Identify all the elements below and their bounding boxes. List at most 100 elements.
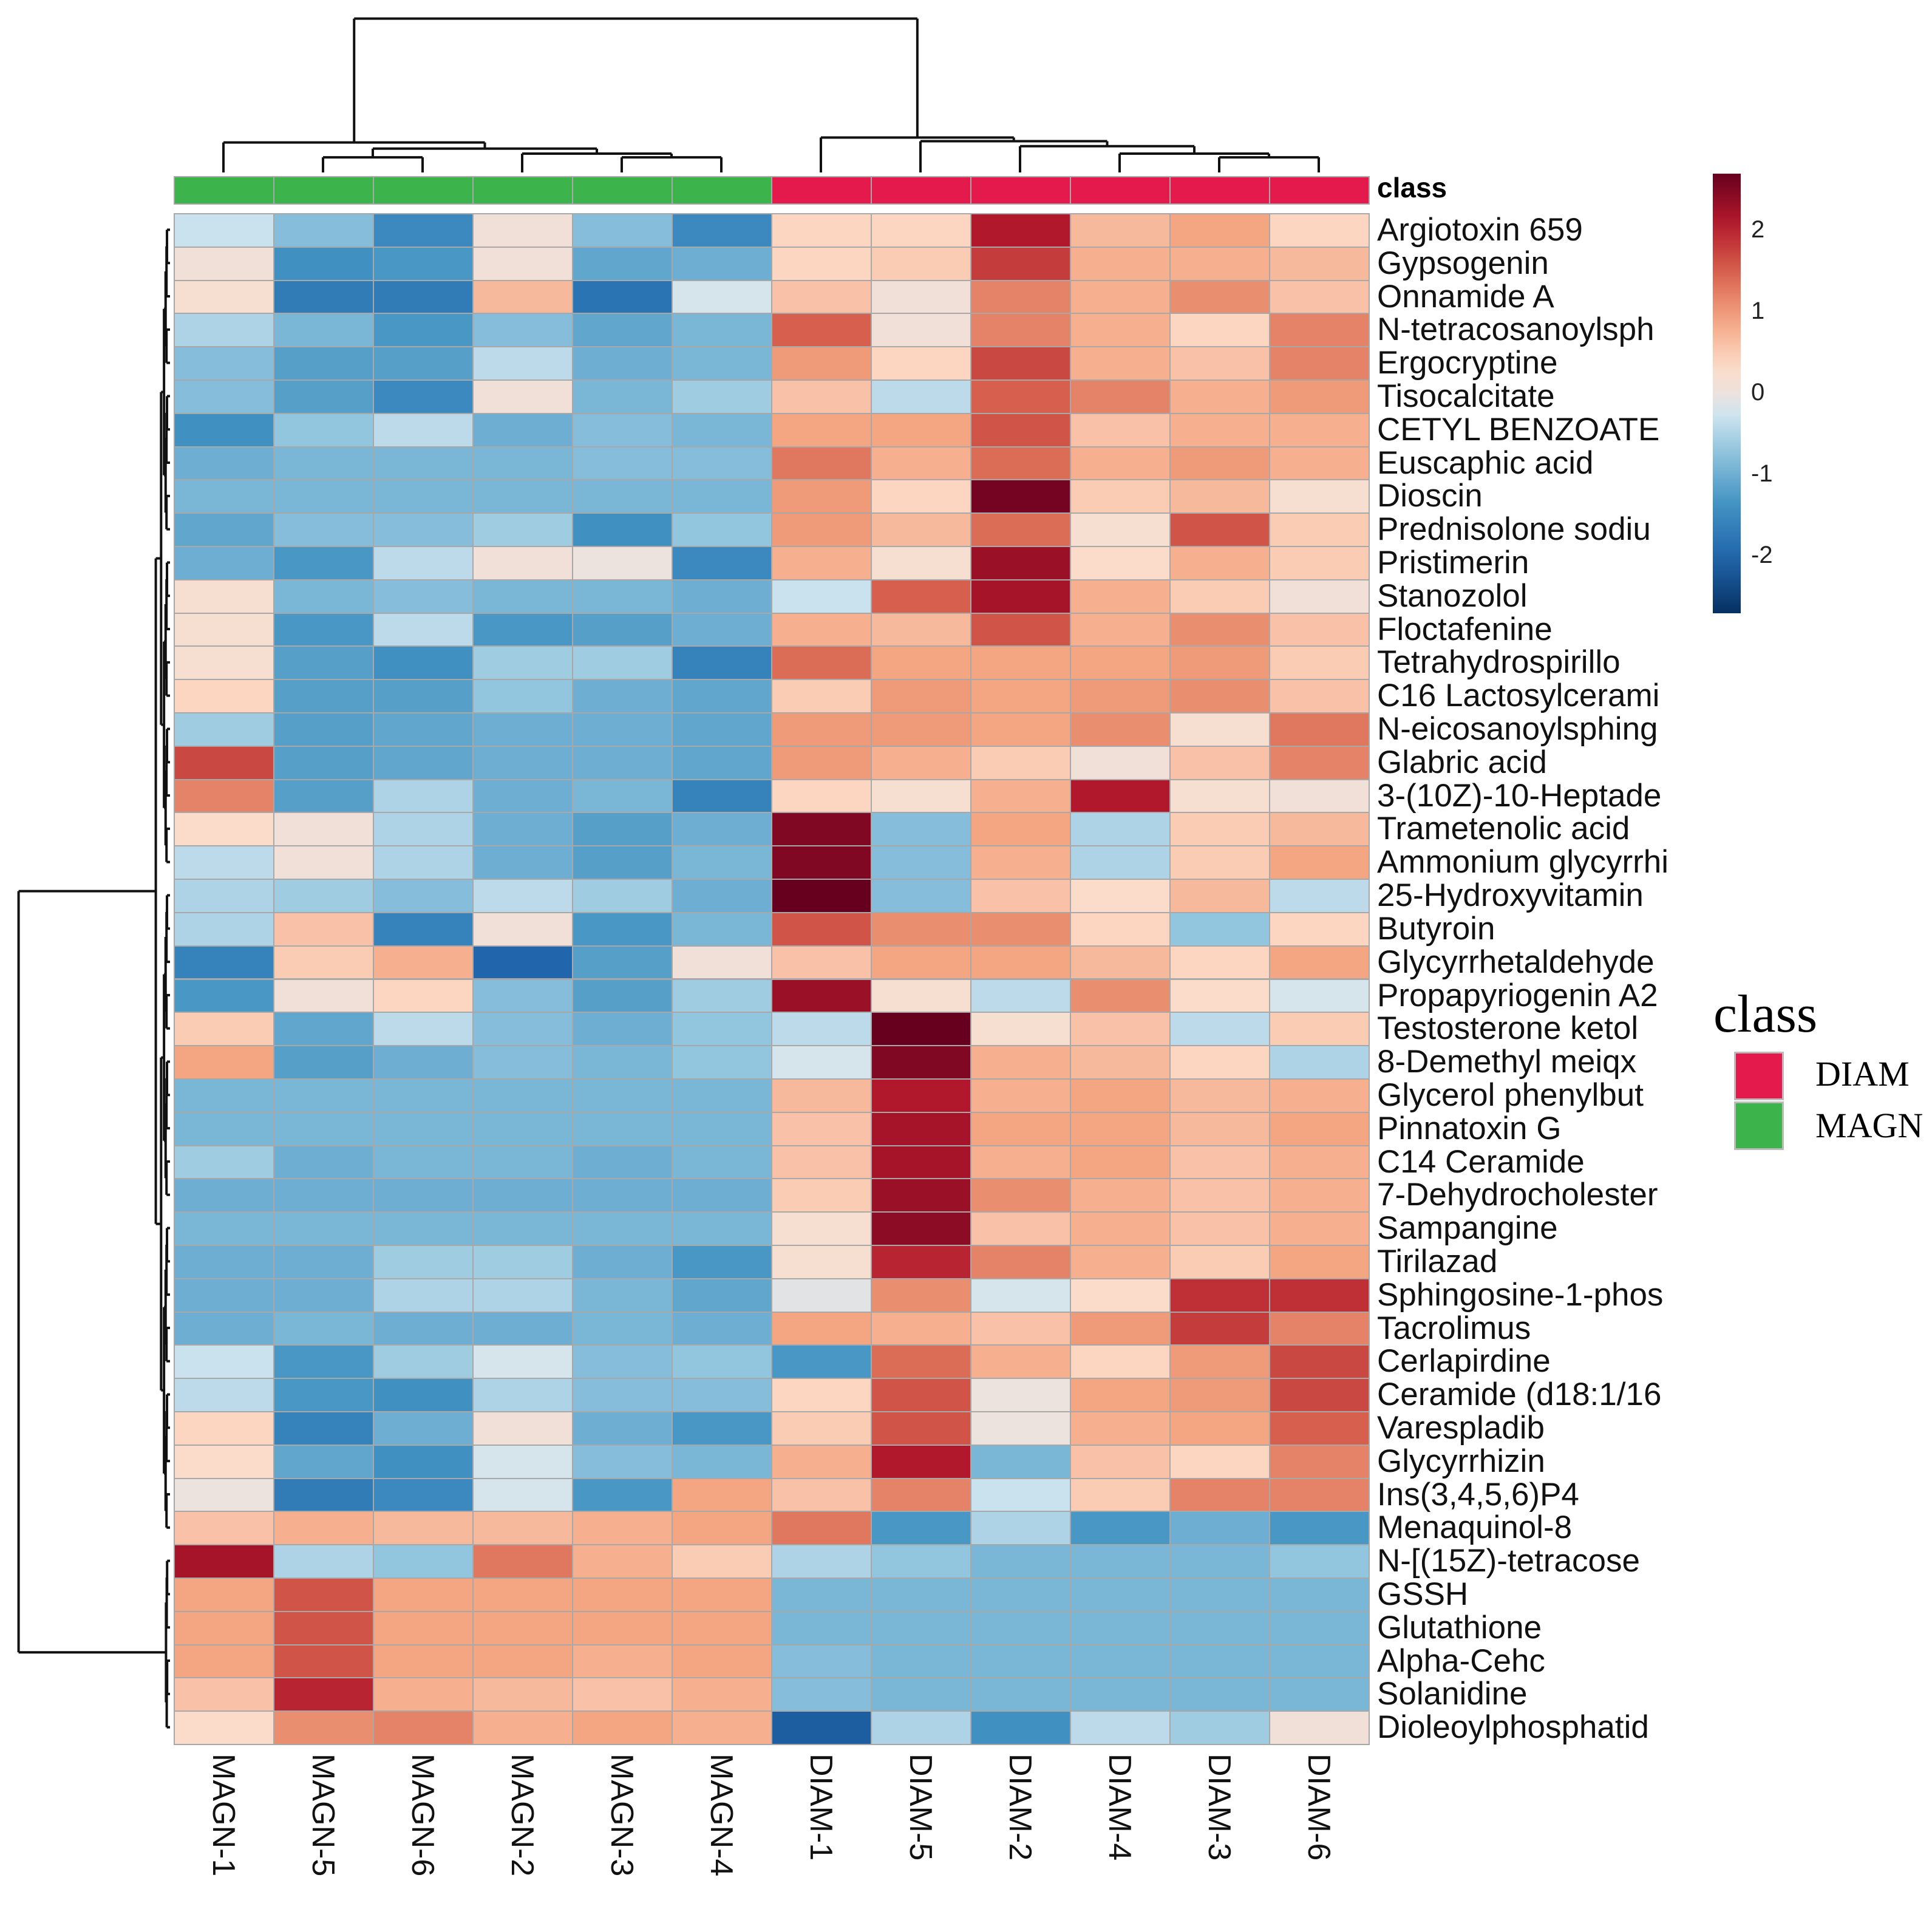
heatmap-cell [1169,1544,1270,1579]
heatmap-cell [1169,512,1270,548]
heatmap-cell [1169,1045,1270,1080]
heatmap-cell [771,1145,872,1180]
heatmap-cell [174,346,274,381]
row-label: Menaquinol-8 [1377,1509,1573,1546]
heatmap-cell [871,1244,971,1279]
heatmap-cell [1169,1710,1270,1745]
heatmap-cell [572,1078,673,1113]
heatmap-cell [871,1078,971,1113]
heatmap-cell [1169,1444,1270,1479]
heatmap-cell [273,645,374,681]
heatmap-cell [970,1078,1071,1113]
heatmap-cell [472,978,573,1013]
heatmap-cell [672,612,772,647]
row-label: Tacrolimus [1377,1310,1531,1346]
heatmap-cell [1070,446,1171,481]
row-label: Pinnatoxin G [1377,1110,1562,1146]
heatmap-cell [273,446,374,481]
heatmap-cell [1169,1012,1270,1047]
heatmap-cell [1169,1244,1270,1279]
heatmap-cell [1269,1411,1370,1446]
heatmap-cell [1070,1677,1171,1712]
heatmap-cell [1070,512,1171,548]
heatmap-cell [871,512,971,548]
heatmap-cell [572,1378,673,1412]
heatmap-cell [273,1544,374,1579]
heatmap-cell [1269,879,1370,913]
heatmap-cell [472,1344,573,1380]
heatmap-cell [1269,1444,1370,1479]
column-label: DIAM-3 [1202,1754,1237,1861]
heatmap-cell [1269,1511,1370,1546]
heatmap-cell [1169,1644,1270,1679]
heatmap-cell [970,279,1071,315]
heatmap-cell [672,412,772,448]
heatmap-cell [771,1610,872,1646]
heatmap-cell [373,379,474,414]
column-label: DIAM-1 [803,1754,838,1861]
heatmap-cell [273,379,374,414]
heatmap-cell [1169,1211,1270,1246]
class-annotation-cell [1169,176,1270,205]
class-annotation-cell [472,176,573,205]
heatmap-cell [373,1544,474,1579]
heatmap-cell [970,446,1071,481]
heatmap-cell [1269,612,1370,647]
heatmap-cell [871,812,971,847]
heatmap-cell [273,1244,374,1279]
class-annotation-label: class [1377,172,1447,203]
heatmap-cell [871,1178,971,1213]
heatmap-cell [1269,279,1370,315]
heatmap-cell [771,579,872,614]
heatmap-cell [273,279,374,315]
heatmap-cell [871,579,971,614]
heatmap-cell [871,1544,971,1579]
heatmap-cell [373,1244,474,1279]
heatmap-cell [1269,346,1370,381]
heatmap-cell [970,379,1071,414]
heatmap-cell [970,712,1071,747]
row-label: Butyroin [1377,910,1495,947]
heatmap-cell [373,1644,474,1679]
heatmap-cell [472,1311,573,1346]
heatmap-cell [572,512,673,548]
heatmap-cell [273,1577,374,1612]
heatmap-cell [273,1411,374,1446]
heatmap-cell [373,546,474,580]
heatmap-cell [1169,745,1270,780]
heatmap-cell [572,1111,673,1146]
heatmap-cell [1070,1444,1171,1479]
heatmap-cell [871,479,971,514]
heatmap-cell [273,346,374,381]
heatmap-cell [672,911,772,947]
heatmap-cell [472,612,573,647]
heatmap-cell [771,911,872,947]
heatmap-cell [1169,1311,1270,1346]
row-label: Testosterone ketol [1377,1010,1639,1047]
heatmap-cell [771,978,872,1013]
heatmap-cell [672,1111,772,1146]
heatmap-cell [1269,446,1370,481]
heatmap-cell [1269,412,1370,448]
heatmap-cell [1269,812,1370,847]
heatmap-cell [672,1710,772,1745]
heatmap-cell [1169,346,1270,381]
heatmap-cell [1169,1677,1270,1712]
heatmap-cell [1070,845,1171,880]
heatmap-cell [1070,412,1171,448]
heatmap-cell [672,1344,772,1380]
heatmap-cell [273,978,374,1013]
heatmap-cell [1070,1178,1171,1213]
heatmap-cell [1169,479,1270,514]
heatmap-cell [1070,1012,1171,1047]
heatmap-cell [572,579,673,614]
heatmap-cell [373,1444,474,1479]
heatmap-cell [970,1244,1071,1279]
heatmap-cell [373,1111,474,1146]
legend-swatch-diam [1734,1052,1784,1100]
heatmap-cell [871,1444,971,1479]
heatmap-cell [871,645,971,681]
heatmap-cell [1070,978,1171,1013]
heatmap-cell [572,1244,673,1279]
heatmap-cell [970,1610,1071,1646]
